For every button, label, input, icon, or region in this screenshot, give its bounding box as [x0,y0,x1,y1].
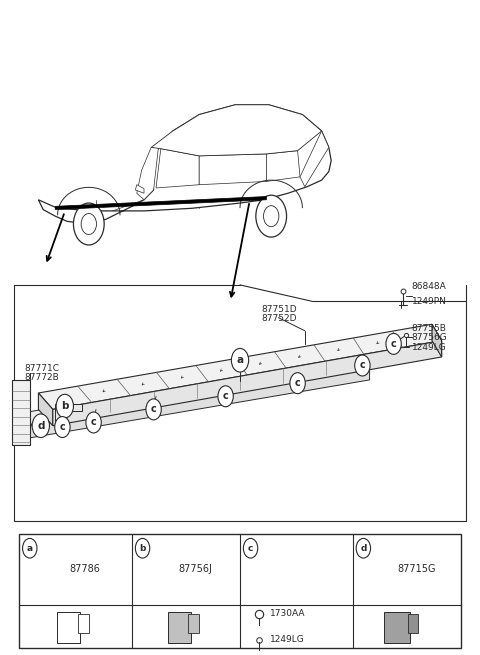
Circle shape [32,414,49,438]
Text: 87751D: 87751D [262,305,297,314]
Text: 1249PN: 1249PN [412,297,447,306]
Polygon shape [12,380,30,445]
Circle shape [55,417,70,438]
Text: 87752D: 87752D [262,314,297,324]
Circle shape [231,348,249,372]
Text: c: c [91,417,96,428]
Polygon shape [53,341,442,426]
Polygon shape [24,354,370,427]
Circle shape [355,355,370,376]
Polygon shape [38,324,442,409]
Polygon shape [55,196,266,210]
Circle shape [386,333,401,354]
Text: d: d [360,544,367,553]
Polygon shape [38,105,331,224]
Text: c: c [295,378,300,388]
Circle shape [290,373,305,394]
Polygon shape [151,105,322,156]
Polygon shape [137,147,158,200]
Text: 87772B: 87772B [24,373,59,383]
Text: a: a [237,355,243,365]
Text: 87756J: 87756J [179,565,213,574]
Text: 1730AA: 1730AA [270,609,305,618]
Text: b: b [61,401,69,411]
Bar [188,614,199,633]
Text: 87786: 87786 [70,565,101,574]
Circle shape [86,412,101,433]
Circle shape [73,203,104,245]
Text: c: c [151,404,156,415]
Text: 1249LG: 1249LG [270,635,304,645]
Polygon shape [432,324,442,357]
Text: 1249LG: 1249LG [412,343,446,352]
Polygon shape [156,149,199,188]
Polygon shape [266,151,300,181]
Polygon shape [300,131,329,187]
Text: c: c [223,391,228,402]
Circle shape [23,538,37,558]
Circle shape [256,195,287,237]
Text: 87771C: 87771C [24,364,59,373]
Bar [78,614,88,633]
Circle shape [146,399,161,420]
Bar [408,614,418,633]
Polygon shape [135,185,144,193]
Polygon shape [24,368,370,439]
Polygon shape [55,404,82,421]
Text: c: c [248,544,253,553]
Circle shape [218,386,233,407]
Text: b: b [139,544,146,553]
Polygon shape [38,393,53,426]
Bar [168,612,191,643]
Text: 87756G: 87756G [412,333,447,343]
Text: c: c [391,339,396,349]
Circle shape [243,538,258,558]
Text: c: c [360,360,365,371]
Circle shape [81,214,96,234]
Circle shape [56,394,73,418]
Text: a: a [27,544,33,553]
Circle shape [356,538,371,558]
Text: 86848A: 86848A [412,282,446,291]
Polygon shape [199,154,266,185]
Bar [58,612,80,643]
Circle shape [264,206,279,227]
Circle shape [135,538,150,558]
Polygon shape [19,534,461,648]
Text: d: d [37,421,45,431]
Text: 87755B: 87755B [412,324,447,333]
Text: 87715G: 87715G [397,565,436,574]
Text: c: c [60,422,65,432]
Bar [384,612,410,643]
